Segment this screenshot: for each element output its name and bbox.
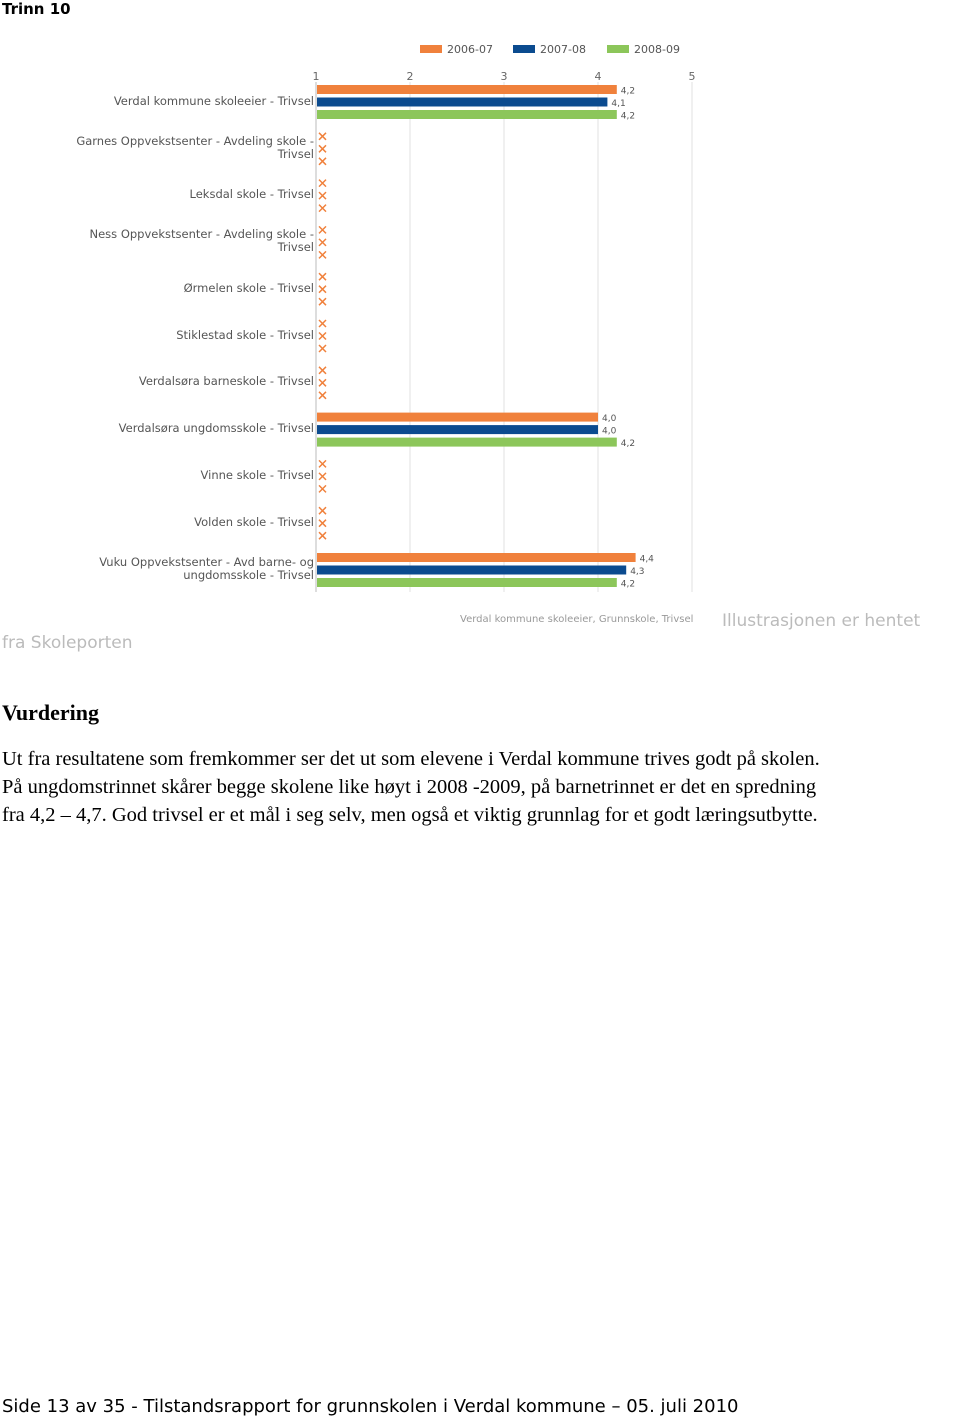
y-tick-label: Vuku Oppvekstsenter - Avd barne- og ungd… — [99, 555, 314, 582]
missing-marker — [318, 331, 327, 341]
y-tick-label: Ness Oppvekstsenter - Avdeling skole - T… — [89, 227, 315, 255]
value-label: 4,3 — [630, 567, 644, 577]
bar — [317, 437, 617, 447]
section-heading: Vurdering — [2, 700, 99, 725]
paragraph-line: Ut fra resultatene som fremkommer ser de… — [2, 748, 820, 770]
missing-marker — [318, 204, 327, 213]
x-tick-label: 4 — [595, 70, 602, 83]
missing-marker — [318, 319, 327, 328]
missing-marker — [318, 157, 327, 166]
missing-marker — [318, 272, 327, 281]
bar — [317, 412, 598, 422]
y-tick-label: Garnes Oppvekstsenter - Avdeling skole -… — [76, 133, 314, 161]
legend-swatch — [420, 45, 442, 53]
value-label: 4,2 — [621, 439, 635, 449]
y-tick-label: Leksdal skole - Trivsel — [189, 187, 314, 202]
caption: Illustrasjonen er hentet — [722, 611, 921, 631]
page-footer: Side 13 av 35 - Tilstandsrapport for gru… — [2, 1396, 739, 1417]
legend-label: 2007-08 — [540, 43, 586, 56]
missing-marker — [318, 285, 327, 294]
missing-marker — [318, 519, 327, 528]
legend-swatch — [607, 45, 629, 53]
missing-marker — [318, 366, 327, 375]
legend-label: 2006-07 — [447, 43, 493, 56]
missing-marker — [318, 132, 327, 141]
page-header: Trinn 10 — [2, 0, 71, 18]
x-tick-label: 1 — [313, 70, 320, 83]
bar — [317, 85, 617, 94]
y-tick-label: Verdalsøra ungdomsskole - Trivsel — [118, 421, 314, 436]
chart: Verdal kommune skoleeier, Grunnskole, Tr… — [313, 43, 696, 625]
y-tick-label: Ørmelen skole - Trivsel — [183, 280, 314, 295]
missing-marker — [318, 297, 327, 306]
x-tick-label: 5 — [689, 70, 696, 83]
legend-swatch — [513, 45, 535, 53]
x-tick-label: 3 — [501, 70, 508, 83]
bar — [317, 425, 598, 435]
missing-marker — [318, 472, 327, 481]
value-label: 4,0 — [602, 414, 617, 424]
bar — [317, 553, 636, 562]
legend-label: 2008-09 — [634, 43, 680, 56]
bar — [317, 110, 617, 119]
missing-marker — [318, 191, 327, 200]
missing-marker — [318, 344, 327, 353]
missing-marker — [318, 378, 327, 387]
paragraph-line: På ungdomstrinnet skårer begge skolene l… — [2, 776, 817, 798]
missing-marker — [318, 225, 327, 234]
missing-marker — [318, 484, 327, 493]
missing-marker — [318, 531, 327, 540]
value-label: 4,0 — [602, 427, 617, 437]
bar — [317, 565, 627, 575]
missing-marker — [318, 459, 327, 468]
missing-marker — [318, 238, 327, 247]
y-tick-label: Vinne skole - Trivsel — [200, 467, 314, 482]
y-tick-label: Verdalsøra barneskole - Trivsel — [138, 374, 314, 389]
value-label: 4,2 — [621, 87, 635, 97]
bar — [317, 97, 608, 107]
chart-subtitle: Verdal kommune skoleeier, Grunnskole, Tr… — [460, 614, 693, 625]
y-tick-label: Volden skole - Trivsel — [194, 514, 314, 529]
missing-marker — [318, 144, 327, 153]
bar — [317, 578, 617, 587]
value-label: 4,2 — [621, 112, 635, 122]
value-label: 4,4 — [640, 555, 655, 565]
paragraph-line: fra 4,2 – 4,7. God trivsel er et mål i s… — [2, 804, 818, 826]
caption: fra Skoleporten — [2, 633, 133, 653]
missing-marker — [318, 179, 327, 188]
value-label: 4,1 — [611, 99, 625, 109]
value-label: 4,2 — [621, 580, 635, 590]
missing-marker — [318, 506, 327, 515]
y-tick-label: Verdal kommune skoleeier - Trivsel — [113, 93, 314, 108]
x-tick-label: 2 — [407, 70, 414, 83]
missing-marker — [318, 250, 327, 259]
y-tick-label: Stiklestad skole - Trivsel — [176, 327, 314, 342]
missing-marker — [318, 391, 327, 400]
